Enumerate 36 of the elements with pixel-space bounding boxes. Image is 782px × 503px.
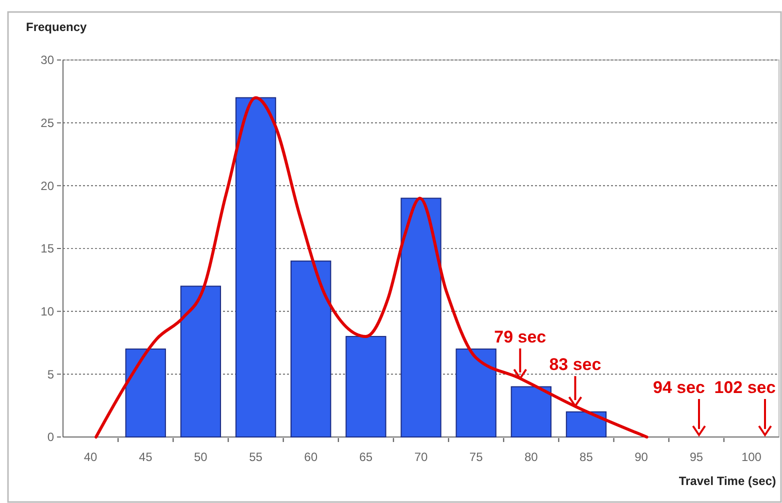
x-tick-label: 95 bbox=[690, 450, 704, 464]
x-tick-label: 85 bbox=[580, 450, 594, 464]
x-tick-label: 40 bbox=[84, 450, 98, 464]
x-tick-label: 60 bbox=[304, 450, 318, 464]
y-tick-label: 30 bbox=[40, 53, 54, 68]
bar bbox=[290, 260, 332, 438]
bar bbox=[125, 348, 166, 438]
bar bbox=[346, 336, 386, 438]
bar bbox=[456, 348, 496, 438]
x-tick-label: 75 bbox=[469, 450, 484, 464]
y-tick-label: 0 bbox=[47, 430, 54, 444]
x-tick-label: 50 bbox=[194, 450, 208, 464]
y-tick-label: 15 bbox=[40, 242, 54, 256]
bar bbox=[180, 286, 222, 438]
x-tick-label: 90 bbox=[634, 450, 648, 464]
x-tick-label: 70 bbox=[414, 450, 428, 464]
line-series bbox=[94, 96, 648, 438]
x-tick-label: 65 bbox=[359, 450, 373, 464]
annotation: 102 sec bbox=[714, 378, 776, 397]
y-tick-label: 5 bbox=[47, 367, 54, 382]
y-tick-label: 20 bbox=[40, 178, 54, 193]
bar bbox=[510, 386, 552, 438]
bar bbox=[400, 198, 442, 438]
x-axis-title: Travel Time (sec) bbox=[678, 474, 776, 488]
y-axis-title: Frequency bbox=[26, 20, 88, 34]
annotation: 79 sec bbox=[494, 327, 546, 346]
x-tick-label: 80 bbox=[524, 450, 538, 464]
x-tick-label: 45 bbox=[138, 450, 153, 464]
annotation: 83 sec bbox=[549, 355, 602, 374]
bar bbox=[566, 411, 607, 438]
x-tick-label: 55 bbox=[249, 450, 263, 464]
bar bbox=[235, 97, 276, 438]
x-tick-label: 100 bbox=[741, 450, 762, 464]
annotation: 94 sec bbox=[653, 378, 705, 397]
y-tick-label: 25 bbox=[40, 116, 54, 130]
y-tick-label: 10 bbox=[40, 304, 54, 319]
